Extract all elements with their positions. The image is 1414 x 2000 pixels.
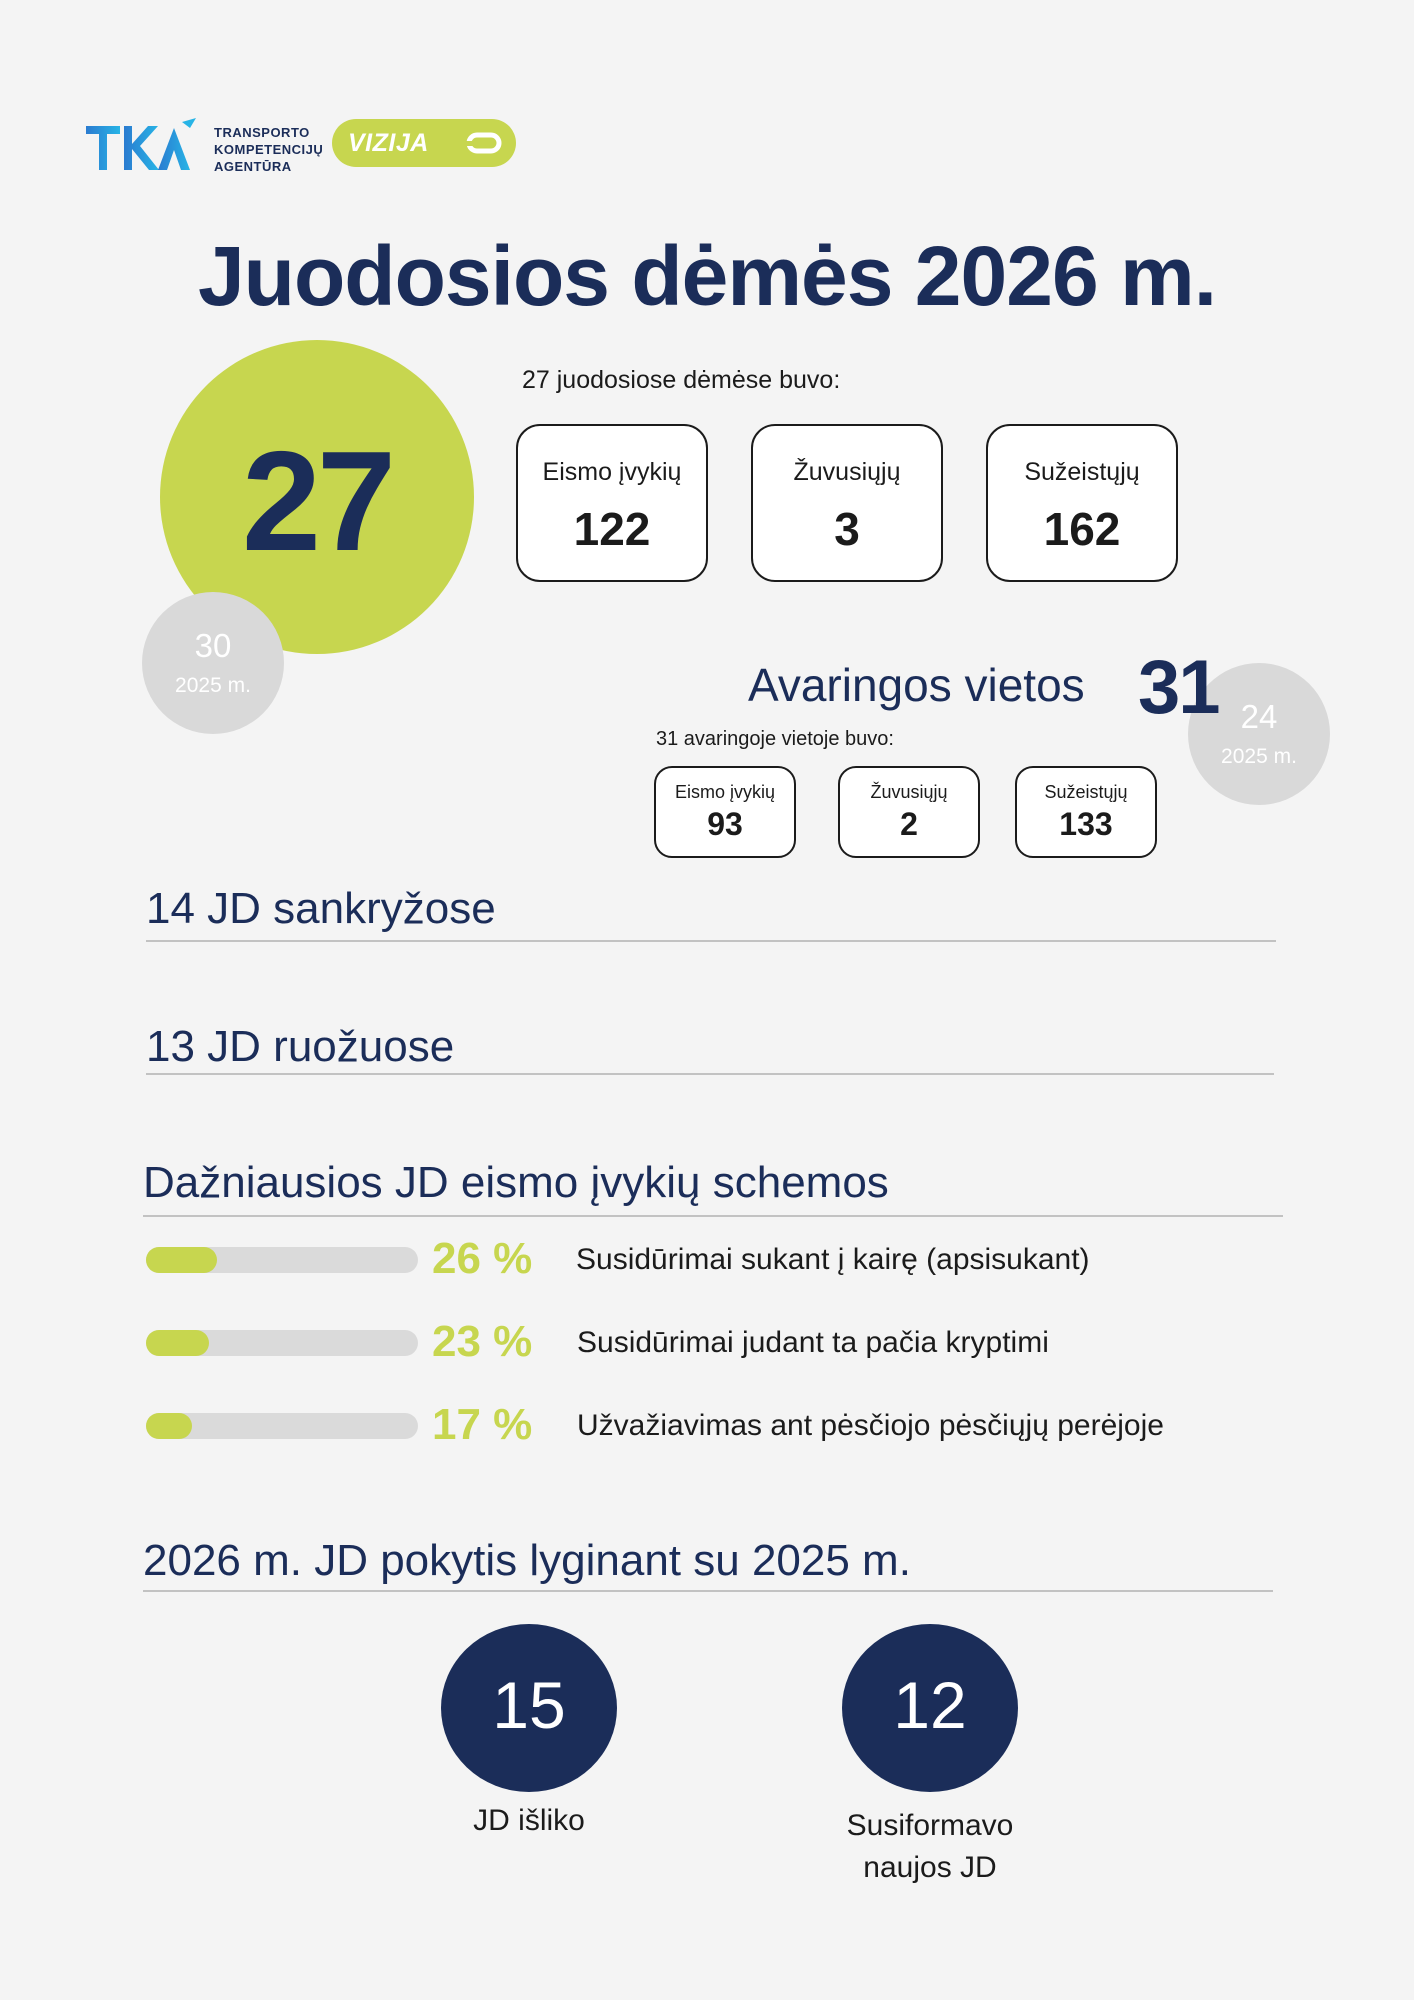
remained-circle (441, 1624, 617, 1792)
stat-value: 2 (900, 806, 918, 842)
scheme-percent: 23 % (432, 1317, 533, 1366)
stat-box-accidents: Eismo įvykių 122 (516, 424, 708, 582)
new-count: 12 (893, 1668, 967, 1742)
agency-line-2: KOMPETENCIJŲ (214, 142, 324, 157)
scheme-description: Susidūrimai sukant į kairę (apsisukant) (576, 1243, 1090, 1276)
divider (146, 940, 1276, 942)
agency-name: TRANSPORTO KOMPETENCIJŲ AGENTŪRA (214, 124, 323, 175)
small-box-injured: Sužeistųjų 133 (1015, 766, 1157, 858)
schemes-heading: Dažniausios JD eismo įvykių schemos (143, 1158, 889, 1207)
scheme-percent: 26 % (432, 1234, 533, 1283)
new-circle (842, 1624, 1018, 1792)
dangerous-places-subtitle: 31 avaringoje vietoje buvo: (656, 728, 894, 750)
scheme-bar-fill (146, 1330, 209, 1356)
stat-label: Sužeistųjų (1024, 458, 1140, 486)
previous-year-circle (142, 592, 284, 734)
intersections-heading: 14 JD sankryžose (146, 884, 496, 933)
black-spots-count: 27 (242, 422, 396, 581)
scheme-bar-fill (146, 1247, 217, 1273)
stat-label: Žuvusiųjų (870, 782, 948, 802)
stat-value: 133 (1059, 806, 1113, 842)
scheme-bar (146, 1247, 418, 1273)
agency-line-1: TRANSPORTO (214, 125, 310, 140)
remained-caption: JD išliko (473, 1804, 585, 1837)
stat-value: 93 (707, 806, 743, 842)
vizija-text: VIZIJA (348, 129, 429, 157)
page-title: Juodosios dėmės 2026 m. (197, 229, 1217, 323)
vizija-logo: VIZIJA (332, 119, 516, 167)
previous-year-circle-2 (1188, 663, 1330, 805)
new-caption: Susiformavo naujos JD (846, 1809, 1014, 1884)
stat-box-deaths: Žuvusiųjų 3 (751, 424, 943, 582)
stat-label: Žuvusiųjų (793, 458, 901, 486)
dangerous-places-count: 31 (1138, 645, 1221, 730)
change-heading: 2026 m. JD pokytis lyginant su 2025 m. (143, 1536, 911, 1585)
stat-label: Eismo įvykių (542, 458, 682, 486)
stat-value: 3 (834, 503, 860, 555)
scheme-bar (146, 1413, 418, 1439)
tka-logo (86, 118, 196, 170)
remained-count: 15 (492, 1668, 566, 1742)
small-box-deaths: Žuvusiųjų 2 (838, 766, 980, 858)
scheme-bar (146, 1330, 418, 1356)
agency-line-3: AGENTŪRA (214, 159, 292, 174)
stat-label: Eismo įvykių (674, 782, 776, 802)
scheme-description: Susidūrimai judant ta pačia kryptimi (577, 1326, 1049, 1359)
scheme-percent: 17 % (432, 1400, 533, 1449)
stat-value: 122 (573, 503, 651, 555)
stat-value: 162 (1043, 503, 1121, 555)
scheme-bar-fill (146, 1413, 193, 1439)
previous-year-label: 2025 m. (175, 674, 251, 697)
scheme-description: Užvažiavimas ant pėsčiojo pėsčiųjų perėj… (577, 1409, 1164, 1442)
segments-heading: 13 JD ruožuose (146, 1022, 455, 1071)
previous-dangerous-count: 24 (1240, 698, 1278, 735)
small-box-accidents: Eismo įvykių 93 (654, 766, 796, 858)
stat-box-injured: Sužeistųjų 162 (986, 424, 1178, 582)
divider (143, 1590, 1273, 1592)
divider (146, 1073, 1274, 1075)
vizija-icon (466, 132, 502, 154)
black-spots-subtitle: 27 juodosiose dėmėse buvo: (522, 366, 841, 394)
stat-label: Sužeistųjų (1044, 782, 1128, 802)
previous-black-spots-count: 30 (194, 627, 232, 664)
previous-year-label-2: 2025 m. (1221, 745, 1297, 768)
dangerous-places-label: Avaringos vietos (748, 659, 1085, 711)
divider (143, 1215, 1283, 1217)
